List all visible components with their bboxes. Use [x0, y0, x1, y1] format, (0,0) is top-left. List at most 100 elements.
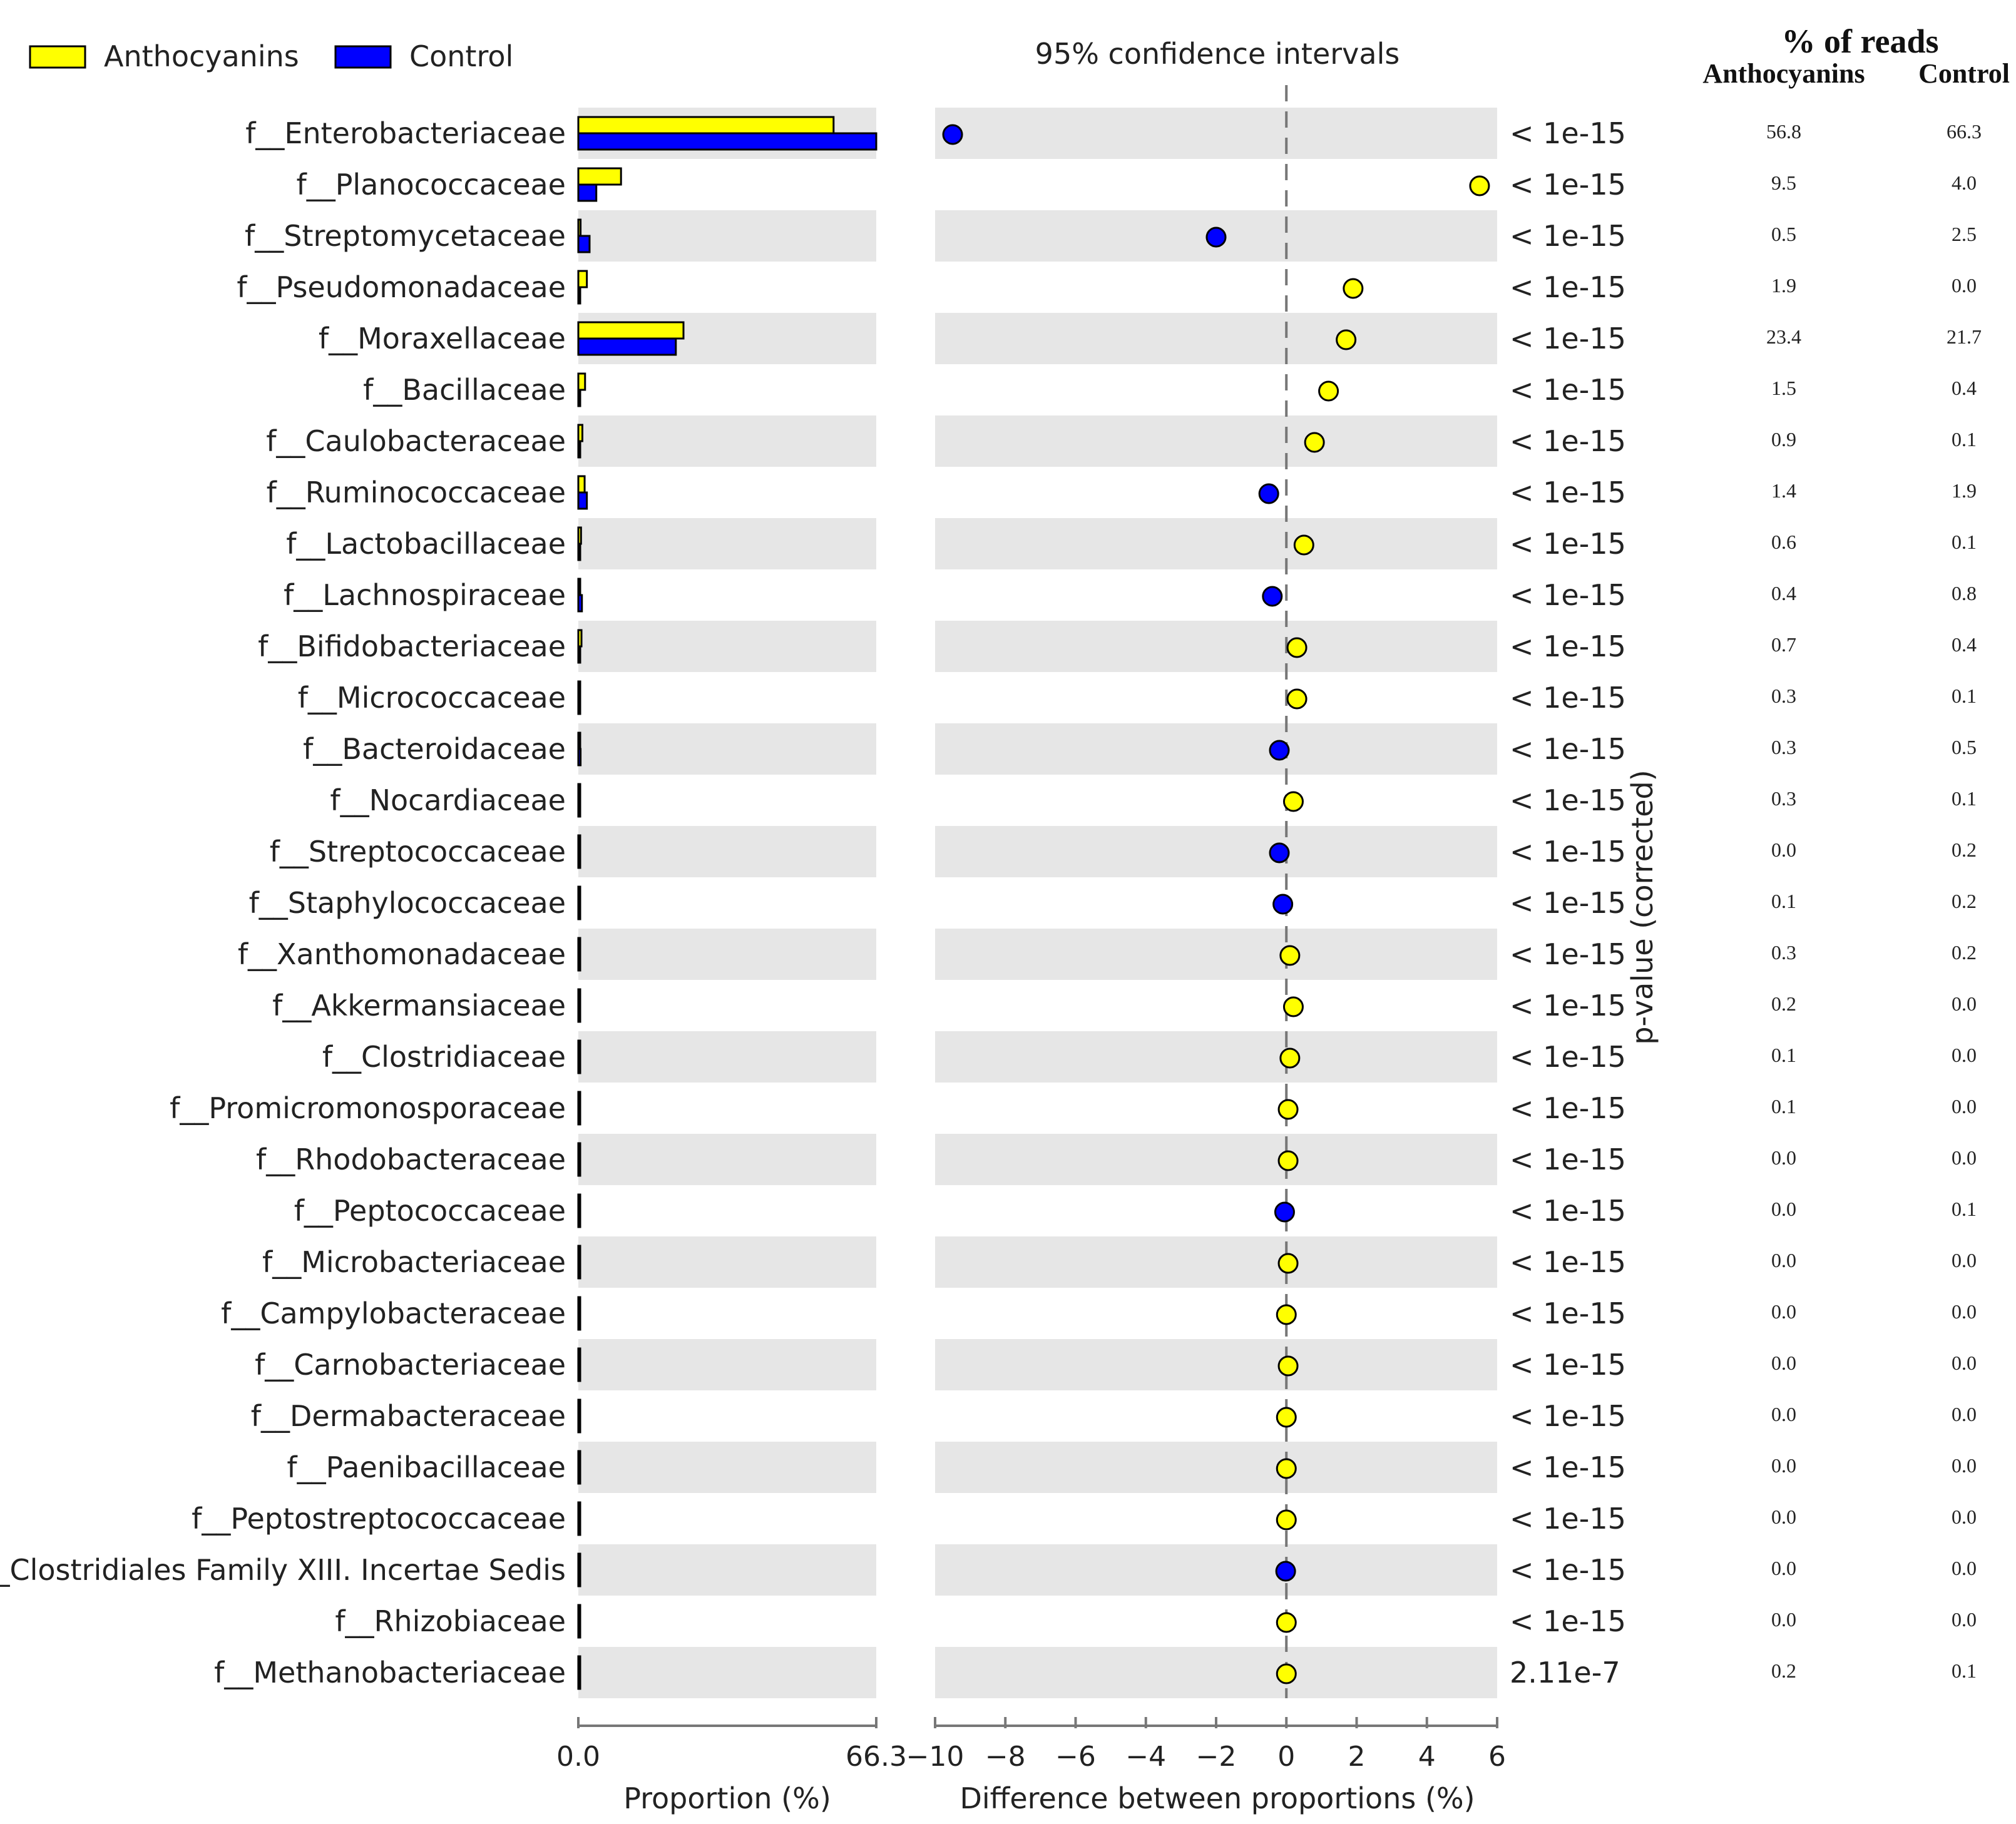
reads-anthocyanins-value: 1.5 [1771, 377, 1796, 399]
row-band [935, 1442, 1497, 1493]
difference-tick-label: 6 [1488, 1741, 1506, 1773]
row-band [578, 1442, 876, 1493]
reads-control-value: 0.4 [1952, 377, 1977, 399]
bar-anthocyanins [577, 321, 685, 340]
category-label: f__Clostridiales Family XIII. Incertae S… [0, 1553, 566, 1587]
bar-anthocyanins [577, 1655, 581, 1674]
pvalue-label: < 1e-15 [1510, 1245, 1626, 1279]
bar-anthocyanins [577, 526, 582, 545]
row-band [578, 929, 876, 980]
reads-control-value: 0.1 [1952, 531, 1977, 553]
bar-control [577, 440, 581, 459]
bar-anthocyanins [577, 1142, 581, 1161]
difference-point [1258, 483, 1279, 504]
bar-control [577, 850, 581, 869]
reads-control-value: 0.0 [1952, 1044, 1977, 1066]
reads-col-control-header: Control [1918, 58, 2010, 89]
reads-anthocyanins-value: 56.8 [1766, 120, 1801, 143]
bar-control [577, 1466, 581, 1485]
difference-point [1262, 586, 1283, 607]
row-band [578, 723, 876, 775]
bar-control [577, 543, 581, 561]
difference-tick-label: −10 [906, 1741, 965, 1773]
pvalue-label: < 1e-15 [1510, 1348, 1626, 1382]
category-label: f__Caulobacteraceae [266, 424, 566, 458]
reads-control-value: 0.1 [1952, 787, 1977, 810]
bar-anthocyanins [577, 1450, 581, 1469]
bar-control [577, 1004, 581, 1023]
bar-anthocyanins [577, 475, 586, 494]
reads-anthocyanins-value: 0.3 [1771, 685, 1796, 707]
bar-anthocyanins [577, 218, 582, 237]
reads-anthocyanins-value: 0.1 [1771, 890, 1796, 912]
proportion-axis-label: Proportion (%) [623, 1781, 831, 1815]
bar-control [577, 337, 677, 356]
pvalue-label: < 1e-15 [1510, 1194, 1626, 1228]
row-band [578, 826, 876, 877]
category-label: f__Nocardiaceae [330, 783, 566, 817]
bar-anthocyanins [577, 167, 622, 186]
pvalue-label: < 1e-15 [1510, 1040, 1626, 1074]
reads-anthocyanins-value: 1.4 [1771, 479, 1796, 502]
reads-title: % of reads [1782, 23, 1939, 60]
reads-anthocyanins-value: 0.0 [1771, 1454, 1796, 1477]
bar-anthocyanins [577, 783, 581, 802]
bar-anthocyanins [577, 1091, 581, 1109]
pvalue-label: < 1e-15 [1510, 578, 1626, 612]
reads-control-value: 1.9 [1952, 479, 1977, 502]
legend-label-anthocyanins: Anthocyanins [104, 39, 299, 73]
difference-tick-label: −6 [1055, 1741, 1096, 1773]
bar-control [577, 1415, 581, 1434]
category-label: f__Methanobacteriaceae [214, 1656, 566, 1689]
reads-anthocyanins-value: 0.0 [1771, 1557, 1796, 1579]
reads-control-value: 0.0 [1952, 1454, 1977, 1477]
bar-anthocyanins [577, 885, 581, 904]
reads-control-value: 0.2 [1952, 890, 1977, 912]
reads-anthocyanins-value: 1.9 [1771, 274, 1796, 297]
legend-label-control: Control [409, 39, 513, 73]
difference-point [1274, 1201, 1295, 1223]
bar-anthocyanins [577, 629, 583, 648]
pvalue-label: < 1e-15 [1510, 1143, 1626, 1176]
reads-anthocyanins-value: 23.4 [1766, 325, 1801, 348]
legend-swatch-anthocyanins [29, 45, 86, 69]
reads-anthocyanins-value: 0.0 [1771, 1506, 1796, 1528]
bar-anthocyanins [577, 1552, 581, 1571]
reads-table: 56.8 66.3 9.5 4.0 0.5 2.5 1.9 0.0 23.4 21.7 1.5 0.4… [1766, 120, 1982, 1682]
difference-point [1293, 534, 1314, 556]
proportion-tick-label: 66.3 [846, 1741, 907, 1773]
bar-anthocyanins [577, 988, 581, 1007]
reads-anthocyanins-value: 0.1 [1771, 1095, 1796, 1118]
category-label: f__Promicromonosporaceae [170, 1091, 566, 1125]
category-label: f__Lactobacillaceae [286, 527, 566, 561]
pvalue-label: < 1e-15 [1510, 476, 1626, 509]
legend-swatch-control [334, 45, 392, 69]
reads-anthocyanins-value: 0.2 [1771, 992, 1796, 1015]
row-band [578, 1236, 876, 1288]
row-band [578, 1544, 876, 1596]
row-band [578, 621, 876, 672]
bar-control [577, 491, 588, 510]
bar-anthocyanins [577, 372, 586, 391]
bar-control [577, 1671, 581, 1690]
reads-anthocyanins-value: 0.4 [1771, 582, 1796, 604]
row-band [935, 1544, 1497, 1596]
reads-anthocyanins-value: 0.0 [1771, 838, 1796, 861]
row-band [578, 415, 876, 467]
bar-anthocyanins [577, 731, 581, 750]
category-label: f__Peptococcaceae [294, 1194, 566, 1228]
pvalue-label: < 1e-15 [1510, 1502, 1626, 1536]
reads-anthocyanins-value: 0.0 [1771, 1249, 1796, 1271]
pvalue-axis-label: p-value (corrected) [1625, 770, 1659, 1044]
pvalue-label: < 1e-15 [1510, 1553, 1626, 1587]
pvalue-label: < 1e-15 [1510, 219, 1626, 253]
bar-control [577, 1056, 581, 1074]
ci-title: 95% confidence intervals [1035, 37, 1400, 71]
difference-point [1276, 1663, 1297, 1684]
reads-anthocyanins-value: 0.3 [1771, 787, 1796, 810]
reads-control-value: 66.3 [1947, 120, 1982, 143]
bar-control [577, 953, 581, 972]
pvalue-label: < 1e-15 [1510, 1297, 1626, 1330]
category-label: f__Rhizobiaceae [335, 1604, 566, 1638]
difference-tick-label: 4 [1418, 1741, 1436, 1773]
